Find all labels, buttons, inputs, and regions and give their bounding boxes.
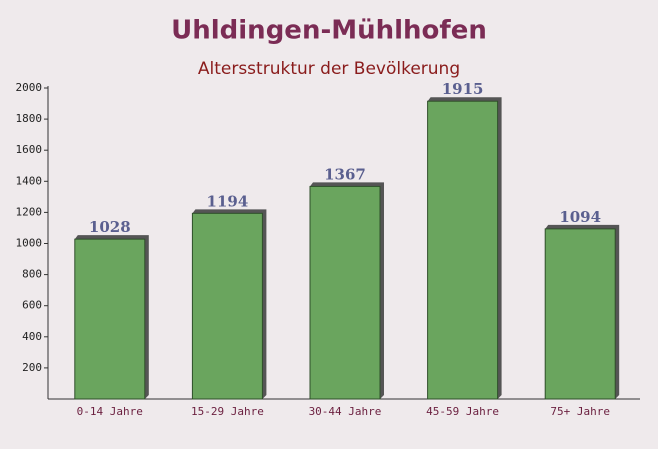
bar <box>544 228 616 400</box>
y-tick-label: 1800 <box>16 112 43 125</box>
value-label: 1367 <box>324 165 366 183</box>
y-tick-label: 1600 <box>16 143 43 156</box>
bar <box>309 185 381 400</box>
y-tick-label: 2000 <box>16 81 43 94</box>
y-tick-label: 800 <box>22 268 42 281</box>
y-tick-label: 1000 <box>16 237 43 250</box>
y-tick-label: 600 <box>22 299 42 312</box>
x-tick-label: 15-29 Jahre <box>191 405 264 418</box>
y-tick-label: 1400 <box>16 174 43 187</box>
chart-subtitle: Altersstruktur der Bevölkerung <box>198 59 460 79</box>
x-tick-label: 0-14 Jahre <box>77 405 143 418</box>
x-tick-label: 75+ Jahre <box>550 405 610 418</box>
y-tick-label: 200 <box>22 361 42 374</box>
chart-title: Uhldingen-Mühlhofen <box>171 16 487 46</box>
x-tick-label: 30-44 Jahre <box>309 405 382 418</box>
bar <box>191 212 263 400</box>
bar <box>74 238 146 400</box>
x-tick-label: 45-59 Jahre <box>426 405 499 418</box>
value-label: 1094 <box>559 208 601 226</box>
bar <box>427 100 499 400</box>
value-label: 1915 <box>442 80 484 98</box>
y-tick-label: 400 <box>22 330 42 343</box>
value-label: 1028 <box>89 218 131 236</box>
value-label: 1194 <box>207 192 249 210</box>
y-tick-label: 1200 <box>16 205 43 218</box>
